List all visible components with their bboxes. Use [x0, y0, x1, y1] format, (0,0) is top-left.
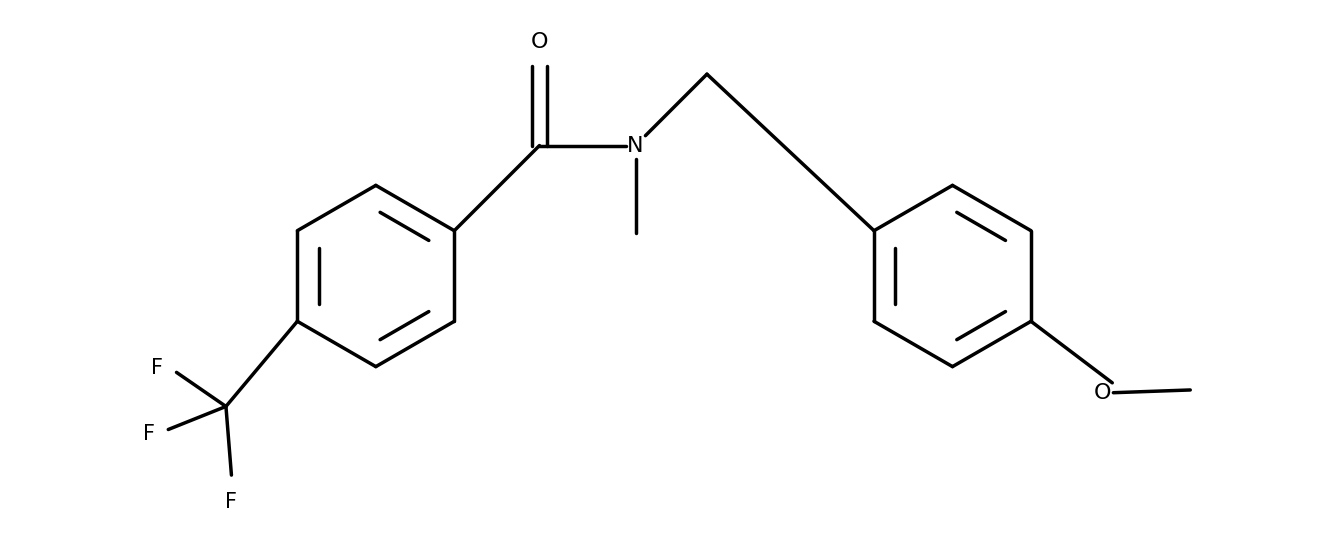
Text: F: F [142, 424, 154, 444]
Text: F: F [226, 492, 238, 512]
Text: N: N [628, 136, 644, 156]
Text: O: O [1093, 383, 1111, 403]
Text: O: O [531, 32, 548, 52]
Text: F: F [150, 358, 162, 378]
